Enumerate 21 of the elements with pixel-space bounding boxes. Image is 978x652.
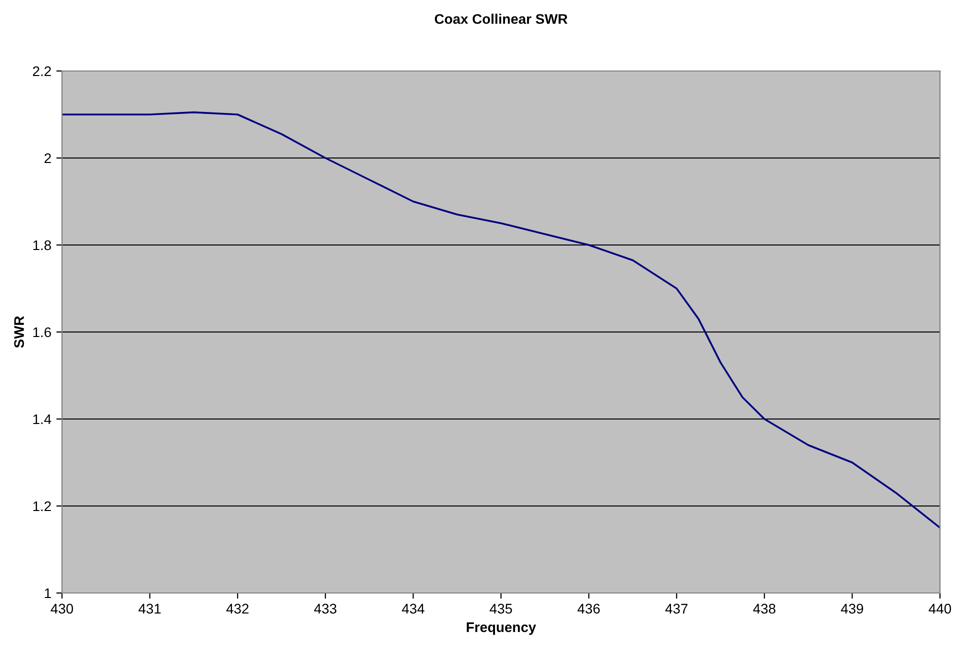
x-tick-label: 438: [753, 604, 776, 614]
x-axis-title: Frequency: [466, 622, 536, 635]
x-tick-label: 432: [226, 604, 248, 614]
chart-title: Coax Collinear SWR: [434, 14, 568, 24]
y-tick-label: 2.2: [32, 66, 51, 76]
x-tick-label: 436: [578, 604, 600, 614]
y-tick-label: 1.2: [33, 501, 51, 512]
y-tick-label: 1: [44, 588, 51, 598]
y-tick-label: 1.6: [33, 327, 51, 338]
x-tick-label: 439: [840, 604, 864, 614]
x-tick-label: 434: [402, 604, 424, 614]
y-tick-label: 2: [44, 153, 51, 164]
x-tick-label: 435: [490, 604, 512, 614]
y-tick-label: 1.8: [33, 240, 51, 250]
y-tick-label: 1.4: [33, 414, 52, 424]
x-tick-label: 440: [928, 604, 952, 614]
x-tick-label: 437: [665, 604, 688, 614]
x-tick-label: 431: [138, 604, 161, 614]
x-tick-label: 433: [314, 604, 336, 614]
y-axis-title: SWR: [14, 316, 24, 348]
x-tick-label: 430: [50, 604, 74, 614]
